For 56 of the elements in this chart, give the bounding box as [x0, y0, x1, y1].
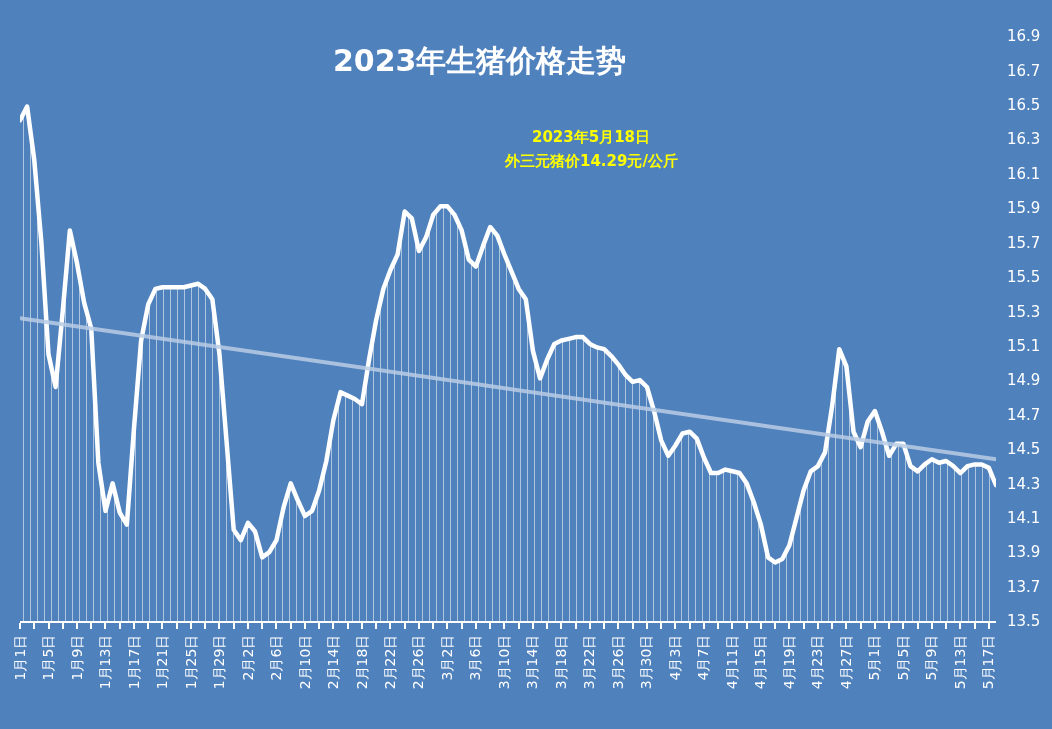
y-tick-label: 16.7: [1007, 61, 1041, 80]
y-tick-label: 16.5: [1007, 96, 1041, 115]
y-tick-label: 16.1: [1007, 164, 1041, 183]
x-tick-label: 2月10日: [296, 634, 313, 690]
x-tick-label: 4月15日: [752, 634, 769, 690]
y-tick-label: 13.7: [1007, 577, 1041, 596]
x-tick-label: 5月9日: [923, 634, 940, 681]
x-tick-label: 3月14日: [524, 634, 541, 690]
x-tick-label: 3月22日: [581, 634, 598, 690]
x-tick-label: 4月7日: [695, 634, 712, 681]
y-tick-label: 14.5: [1007, 440, 1041, 459]
y-tick-label: 15.3: [1007, 302, 1041, 321]
x-tick-label: 2月26日: [410, 634, 427, 690]
y-tick-label: 15.9: [1007, 199, 1041, 218]
y-tick-label: 13.9: [1007, 543, 1041, 562]
y-tick-label: 16.3: [1007, 130, 1041, 149]
x-tick-label: 5月1日: [866, 634, 883, 681]
y-tick-label: 13.5: [1007, 612, 1041, 631]
y-tick-label: 15.1: [1007, 336, 1041, 355]
x-tick-label: 2月2日: [239, 634, 256, 681]
annotation: 2023年5月18日: [532, 128, 651, 146]
x-tick-label: 5月5日: [894, 634, 911, 681]
x-tick-label: 1月17日: [125, 634, 142, 690]
x-tick-label: 5月13日: [951, 634, 968, 690]
x-tick-label: 1月1日: [11, 634, 28, 681]
x-tick-label: 2月14日: [325, 634, 342, 690]
y-tick-label: 14.9: [1007, 371, 1041, 390]
y-tick-label: 14.1: [1007, 509, 1041, 528]
x-tick-label: 3月6日: [467, 634, 484, 681]
x-tick-label: 4月19日: [780, 634, 797, 690]
x-tick-label: 1月9日: [68, 634, 85, 681]
y-tick-label: 15.5: [1007, 268, 1041, 287]
x-tick-label: 3月2日: [439, 634, 455, 681]
x-tick-label: 4月11日: [723, 634, 740, 690]
x-tick-label: 1月21日: [154, 634, 171, 690]
x-tick-label: 1月5日: [40, 634, 57, 681]
x-tick-label: 2月6日: [268, 634, 285, 681]
x-tick-label: 4月3日: [666, 634, 683, 681]
x-tick-label: 1月25日: [182, 634, 199, 690]
x-tick-label: 3月26日: [609, 634, 626, 690]
x-tick-label: 1月29日: [211, 634, 228, 690]
x-tick-label: 3月18日: [552, 634, 569, 690]
x-tick-label: 2月22日: [382, 634, 398, 690]
y-tick-label: 14.3: [1007, 474, 1041, 493]
x-tick-label: 4月23日: [809, 634, 826, 690]
x-tick-label: 1月13日: [97, 634, 114, 690]
y-tick-label: 15.7: [1007, 233, 1041, 252]
chart-title: 2023年生猪价格走势: [332, 42, 627, 78]
x-tick-label: 4月27日: [837, 634, 854, 690]
x-tick-label: 3月30日: [638, 634, 655, 690]
x-tick-label: 2月18日: [353, 634, 370, 690]
x-tick-label: 5月17日: [980, 634, 997, 690]
x-tick-label: 3月10日: [495, 634, 512, 690]
y-tick-label: 14.7: [1007, 405, 1041, 424]
annotation: 外三元猪价14.29元/公斤: [504, 152, 678, 170]
y-tick-label: 16.9: [1007, 27, 1041, 46]
